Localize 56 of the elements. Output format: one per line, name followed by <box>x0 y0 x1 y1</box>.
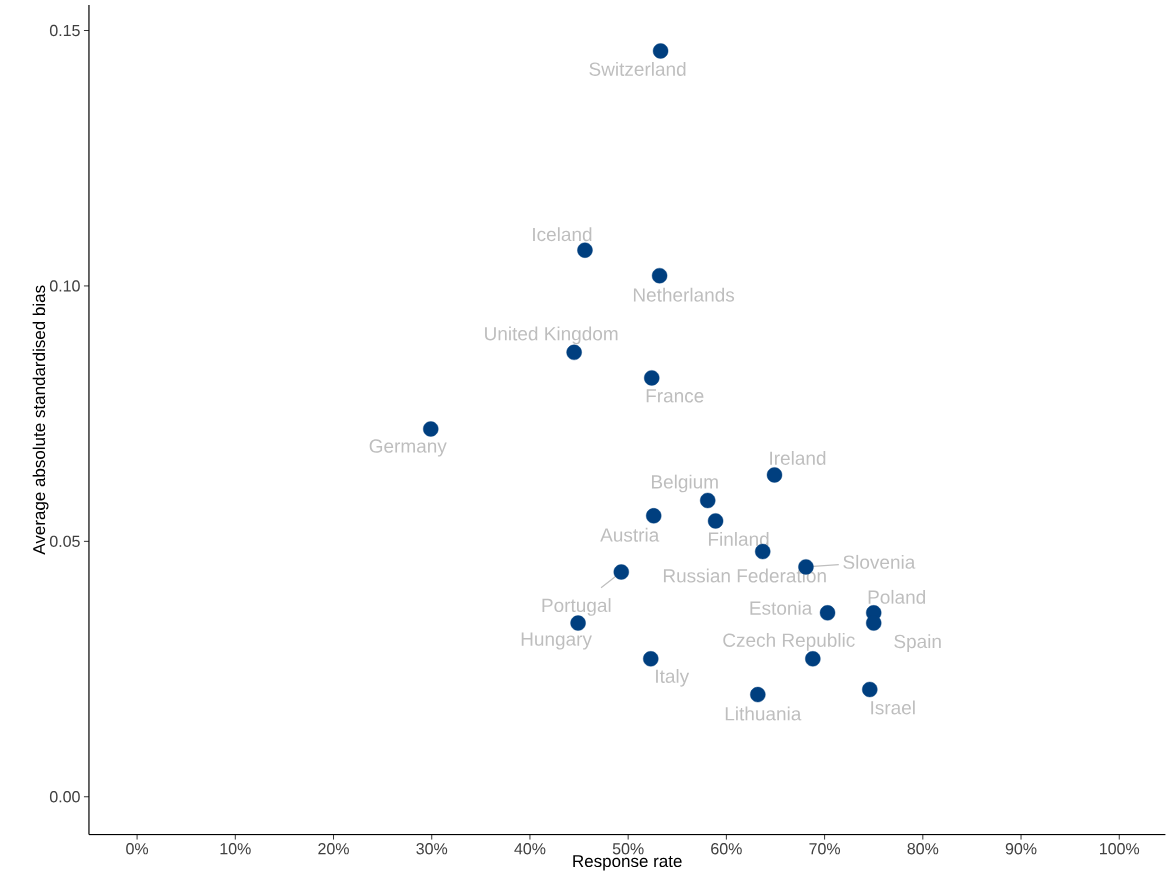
x-tick-label: 10% <box>220 843 251 855</box>
point <box>644 370 660 386</box>
point <box>613 564 629 580</box>
annotation: Finland <box>708 532 769 547</box>
point <box>643 651 659 667</box>
annotation: France <box>646 389 704 403</box>
annotation: Hungary <box>521 632 592 650</box>
annotation: Czech Republic <box>723 633 855 651</box>
annotation: United Kingdom <box>485 326 618 345</box>
annotation: Belgium <box>651 474 718 493</box>
annotation: Estonia <box>750 601 813 616</box>
point <box>700 493 716 509</box>
point <box>766 467 783 483</box>
annotation: Poland <box>868 590 926 605</box>
annotation: Italy <box>656 669 690 687</box>
y-tick-label: 0.10 <box>49 280 80 292</box>
point <box>423 421 439 437</box>
y-tick-label: 0.15 <box>49 25 80 37</box>
point <box>566 344 582 361</box>
x-tick-label: 0% <box>126 843 149 855</box>
y-tick-label: 0.00 <box>49 791 80 803</box>
annotation: Lithuania <box>725 706 802 721</box>
point <box>866 615 882 632</box>
x-tick-label: 80% <box>907 843 939 855</box>
y-axis-title: Average absolute standardised bias <box>32 285 49 555</box>
point <box>819 605 836 621</box>
point <box>707 513 724 529</box>
x-tick-label: 20% <box>318 843 349 855</box>
x-tick-label: 30% <box>416 843 448 855</box>
annotation: Spain <box>894 634 941 653</box>
point <box>652 43 669 59</box>
y-tick-label: 0.05 <box>49 535 80 548</box>
point <box>862 682 878 698</box>
point <box>750 687 766 703</box>
point <box>805 651 821 667</box>
x-tick-label: 90% <box>1005 843 1037 855</box>
annotation: Slovenia <box>843 555 916 570</box>
x-tick-label: 60% <box>711 843 742 855</box>
annotation: Austria <box>600 528 660 542</box>
annotation: Iceland <box>533 227 592 242</box>
x-axis-title: Response rate <box>573 855 682 871</box>
point <box>570 615 586 632</box>
annotation: Russian Federation <box>663 568 826 583</box>
annotation: Switzerland <box>589 62 686 77</box>
point <box>646 508 662 524</box>
annotation: Israel <box>871 700 915 715</box>
annotation: Netherlands <box>633 287 735 302</box>
x-tick-label: 100% <box>1100 843 1140 855</box>
annotation: Ireland <box>770 451 826 466</box>
x-tick-label: 70% <box>809 843 841 855</box>
annotation: Portugal <box>542 598 611 617</box>
x-tick-label: 50% <box>612 843 644 855</box>
point <box>651 268 668 284</box>
point <box>577 242 593 259</box>
annotation: Germany <box>369 439 447 457</box>
x-tick-label: 40% <box>514 843 546 855</box>
